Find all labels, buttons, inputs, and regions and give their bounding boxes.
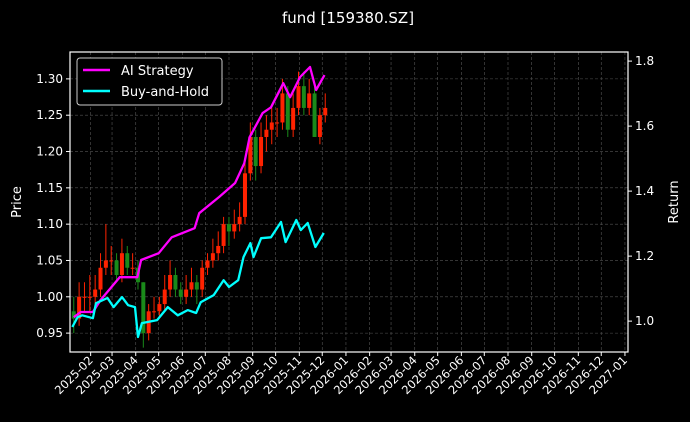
candle-body xyxy=(87,296,92,298)
candle-body xyxy=(200,267,205,290)
y-right-tick-label: 1.8 xyxy=(635,54,654,68)
candle-body xyxy=(103,260,108,268)
y-tick-label: 0.95 xyxy=(36,326,63,340)
candle-body xyxy=(248,136,253,174)
y-tick-label: 1.10 xyxy=(36,217,63,231)
candle-body xyxy=(323,107,328,116)
y-axis-label: Price xyxy=(10,186,25,218)
candle-body xyxy=(162,289,167,305)
candle-body xyxy=(269,122,274,130)
candles xyxy=(71,71,328,348)
candle-body xyxy=(210,253,215,261)
candle-body xyxy=(205,260,210,268)
candle-body xyxy=(184,289,189,297)
y-right-tick-label: 1.6 xyxy=(635,119,654,133)
candle-body xyxy=(125,253,130,268)
candle-body xyxy=(71,311,76,319)
candle-body xyxy=(317,115,322,137)
legend-box xyxy=(76,57,223,106)
candle-body xyxy=(141,282,146,334)
candle-body xyxy=(189,282,194,290)
candle-body xyxy=(77,296,82,319)
candle-body xyxy=(168,275,173,290)
series-line-buy-and-hold xyxy=(71,218,325,339)
candle-body xyxy=(301,86,306,108)
candle-body xyxy=(216,245,221,254)
y-tick-label: 1.00 xyxy=(36,290,63,304)
candle-body xyxy=(178,289,183,297)
candle-body xyxy=(264,129,269,137)
candle-body xyxy=(242,173,247,217)
candle-body xyxy=(157,304,162,312)
candle-body xyxy=(275,122,280,124)
candle-body xyxy=(237,216,242,225)
y-tick-label: 1.15 xyxy=(36,181,63,195)
candle-body xyxy=(226,224,231,232)
candle-body xyxy=(291,107,296,130)
y-tick-label: 1.20 xyxy=(36,145,63,159)
y-tick-label: 1.30 xyxy=(36,72,63,86)
candle-body xyxy=(259,136,264,167)
candle-body xyxy=(296,86,301,108)
y-tick-label: 1.25 xyxy=(36,108,63,122)
y-axis-right-label: Return xyxy=(667,180,682,223)
candle-body xyxy=(173,275,178,290)
candle-body xyxy=(114,260,119,276)
candle-body xyxy=(307,93,312,108)
candle-body xyxy=(152,311,157,313)
y-right-tick-label: 1.4 xyxy=(635,184,654,198)
series-lines xyxy=(71,65,326,339)
series-line-ai-strategy xyxy=(73,65,326,319)
candle-body xyxy=(130,267,135,269)
candle-body xyxy=(109,260,114,262)
candle-body xyxy=(280,93,285,123)
y-right-tick-label: 1.2 xyxy=(635,249,654,263)
candle-body xyxy=(194,282,199,290)
candle-body xyxy=(253,136,258,167)
chart-title: fund [159380.SZ] xyxy=(282,9,414,27)
candle-body xyxy=(312,93,317,137)
legend-label-buy-and-hold: Buy-and-Hold xyxy=(121,85,209,100)
candle-body xyxy=(93,289,98,297)
legend-label-ai-strategy: AI Strategy xyxy=(121,64,194,79)
candle-body xyxy=(98,267,103,290)
candle-body xyxy=(285,93,290,130)
axes-frame xyxy=(69,51,629,353)
candle-body xyxy=(232,224,237,232)
candle-body xyxy=(119,253,124,276)
y-axis-right: 1.0 1.2 1.4 1.6 1.8 xyxy=(628,54,654,328)
candle-body xyxy=(221,224,226,246)
y-tick-label: 1.05 xyxy=(36,253,63,267)
candle-body xyxy=(82,296,87,298)
legend: AI Strategy Buy-and-Hold xyxy=(76,57,223,106)
y-axis-left: 0.95 1.00 1.05 1.10 1.15 1.20 1.25 1.30 xyxy=(36,72,70,340)
y-right-tick-label: 1.0 xyxy=(635,314,654,328)
